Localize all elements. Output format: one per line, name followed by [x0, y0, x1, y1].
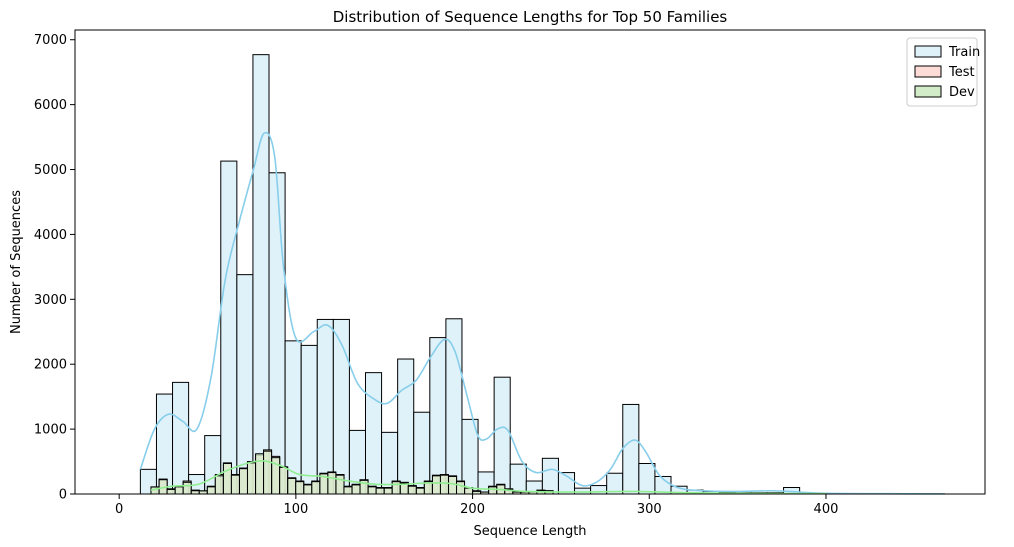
x-tick-label: 400	[814, 502, 839, 517]
x-axis-ticks: 0 100 200 300 400	[115, 494, 838, 517]
train-kde-line	[139, 131, 945, 495]
y-tick-label: 6000	[34, 98, 67, 113]
dev-bar-19	[303, 484, 313, 495]
dev-bar-29	[383, 487, 393, 495]
dev-bar-27	[367, 486, 377, 495]
bars-layer	[139, 54, 945, 495]
y-tick-label: 0	[59, 488, 67, 503]
train-bar-22	[493, 376, 511, 495]
y-axis-title: Number of Sequences	[9, 190, 24, 334]
dev-bar-25	[351, 484, 361, 495]
plot-frame	[74, 29, 986, 495]
dev-bar-20	[311, 481, 321, 495]
dev-bar-17	[287, 477, 297, 495]
dev-bar-28	[375, 487, 385, 495]
x-tick-label: 200	[460, 502, 485, 517]
train-bar-27	[574, 487, 592, 495]
dev-bar-3	[174, 486, 184, 495]
dev-bar-39	[464, 487, 474, 495]
x-axis-title: Sequence Length	[473, 524, 586, 539]
dev-bar-2	[166, 488, 176, 495]
legend-item-train: Train	[914, 45, 980, 60]
y-axis-ticks: 0 1000 2000 3000 4000 5000 6000 7000	[34, 33, 75, 503]
dev-bar-35	[431, 475, 442, 495]
train-bar-16	[397, 358, 415, 495]
train-bar-7	[252, 54, 270, 495]
train-bar-25	[541, 457, 559, 495]
dev-bar-7	[206, 486, 216, 495]
train-bar-28	[590, 485, 608, 495]
dev-bar-8	[214, 475, 224, 495]
y-tick-label: 1000	[34, 423, 67, 438]
dev-bar-33	[415, 487, 425, 495]
dev-bar-22	[327, 472, 337, 495]
kde-layer	[139, 131, 945, 495]
dev-bar-4	[182, 481, 192, 495]
y-tick-label: 7000	[34, 33, 67, 48]
legend: Train Test Dev	[906, 37, 980, 107]
train-bar-30	[622, 403, 640, 495]
x-tick-label: 300	[637, 502, 662, 517]
dev-bar-23	[335, 474, 345, 495]
train-bar-5	[220, 160, 238, 495]
legend-label-train: Train	[948, 45, 980, 60]
legend-label-dev: Dev	[949, 85, 975, 100]
train-bar-10	[300, 344, 318, 495]
dev-bar-36	[439, 474, 449, 495]
dev-bar-24	[343, 486, 353, 495]
dev-bar-9	[222, 462, 232, 495]
train-bar-14	[364, 372, 383, 495]
dev-bar-42	[488, 486, 498, 495]
dev-bar-11	[239, 468, 249, 495]
x-tick-label: 100	[283, 502, 308, 517]
train-bars	[139, 54, 945, 495]
chart-title: Distribution of Sequence Lengths for Top…	[333, 8, 728, 26]
legend-label-test: Test	[948, 65, 975, 80]
dev-bar-13	[255, 453, 265, 495]
legend-item-dev: Dev	[914, 85, 975, 100]
y-tick-label: 2000	[34, 358, 67, 373]
legend-item-test: Test	[914, 65, 975, 80]
dev-bar-30	[391, 481, 401, 495]
train-bar-2	[172, 381, 190, 495]
dev-kde-line	[150, 460, 826, 495]
dev-bar-12	[246, 462, 256, 495]
dev-bar-38	[455, 481, 466, 495]
legend-swatch-train	[914, 45, 942, 58]
legend-swatch-test	[914, 65, 942, 78]
train-bar-8	[268, 172, 286, 495]
train-bar-31	[638, 462, 656, 495]
dev-bar-14	[263, 450, 273, 495]
dev-bar-18	[295, 481, 305, 495]
y-tick-label: 4000	[34, 228, 67, 243]
dev-bar-10	[230, 474, 240, 495]
train-bar-18	[429, 337, 447, 495]
dev-bar-37	[448, 475, 458, 495]
legend-swatch-dev	[914, 85, 942, 98]
dev-bar-16	[279, 466, 289, 495]
x-tick-label: 0	[115, 502, 123, 517]
y-tick-label: 5000	[34, 163, 67, 178]
train-bar-19	[445, 318, 463, 495]
dev-bar-32	[407, 485, 417, 495]
train-bar-11	[316, 318, 334, 495]
y-tick-label: 3000	[34, 293, 67, 308]
